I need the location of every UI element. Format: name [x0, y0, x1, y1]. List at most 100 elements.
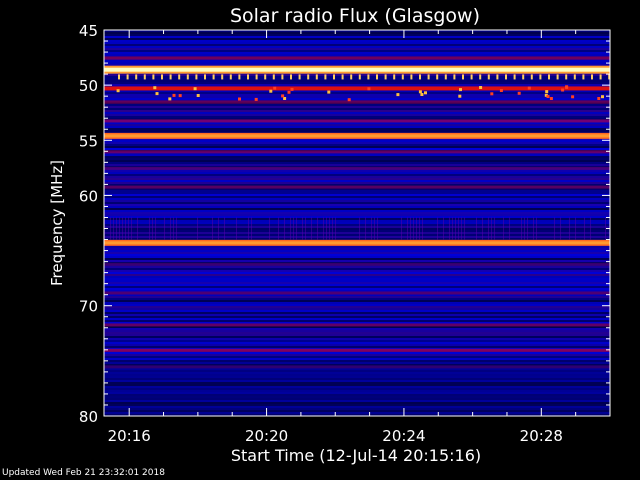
- texture-row: [104, 222, 610, 224]
- texture-row: [104, 252, 610, 254]
- texture-row: [104, 408, 610, 410]
- texture-streak: [116, 217, 117, 240]
- plot-area: [104, 30, 610, 416]
- texture-row: [104, 332, 610, 334]
- texture-streak: [197, 217, 198, 240]
- burst-dot: [153, 86, 157, 90]
- texture-row: [104, 270, 610, 272]
- burst-dot: [499, 89, 503, 92]
- burst-dot: [254, 97, 258, 101]
- burst-dot: [196, 94, 200, 97]
- texture-row: [104, 52, 610, 54]
- periodic-spike: [384, 74, 387, 80]
- y-tick-label: 50: [79, 77, 98, 95]
- periodic-spike: [350, 74, 353, 80]
- periodic-spike: [453, 74, 456, 80]
- periodic-spike: [419, 74, 421, 80]
- burst-dot: [367, 87, 371, 91]
- texture-row: [104, 212, 610, 214]
- texture-streak: [125, 217, 126, 240]
- texture-row: [104, 312, 610, 314]
- texture-row: [104, 394, 610, 396]
- texture-streak: [407, 217, 408, 240]
- texture-streak: [443, 217, 444, 240]
- periodic-spike: [608, 74, 610, 80]
- texture-row: [104, 44, 610, 46]
- texture-row: [104, 402, 610, 404]
- y-axis: 45 50 55 60 70 80: [79, 22, 610, 426]
- burst-dot: [168, 97, 172, 101]
- x-tick-label: 20:24: [382, 427, 425, 445]
- texture-row: [104, 328, 610, 330]
- texture-row: [104, 388, 610, 390]
- texture-row: [104, 334, 610, 336]
- texture-row: [104, 404, 610, 406]
- texture-row: [104, 226, 610, 228]
- texture-row: [104, 46, 610, 48]
- texture-row: [104, 386, 610, 388]
- texture-row: [104, 374, 610, 376]
- texture-streak: [533, 217, 534, 240]
- texture-row: [104, 234, 610, 236]
- texture-row: [104, 306, 610, 308]
- texture-row: [104, 128, 610, 130]
- texture-row: [104, 94, 610, 96]
- texture-row: [104, 380, 610, 382]
- periodic-spike: [178, 74, 181, 80]
- burst-dot: [479, 86, 483, 89]
- periodic-spike: [152, 74, 155, 80]
- texture-row: [104, 110, 610, 112]
- texture-row: [104, 116, 610, 118]
- periodic-spike: [135, 74, 138, 80]
- texture-row: [104, 346, 610, 348]
- texture-streak: [113, 217, 114, 240]
- texture-streak: [311, 217, 312, 240]
- texture-row: [104, 34, 610, 36]
- burst-dot: [281, 94, 285, 98]
- texture-row: [104, 204, 610, 206]
- texture-streak: [317, 217, 318, 240]
- texture-row: [104, 364, 610, 366]
- texture-row: [104, 130, 610, 132]
- texture-row: [104, 170, 610, 172]
- texture-row: [104, 378, 610, 380]
- texture-row: [104, 352, 610, 354]
- periodic-spike: [358, 74, 361, 80]
- texture-row: [104, 36, 610, 38]
- texture-streak: [452, 217, 453, 240]
- texture-row: [104, 412, 610, 414]
- texture-row: [104, 310, 610, 312]
- interference-band: [104, 166, 610, 170]
- interference-band: [104, 100, 610, 104]
- bright-band: [104, 86, 610, 91]
- texture-row: [104, 276, 610, 278]
- texture-row: [104, 184, 610, 186]
- texture-streak: [491, 217, 492, 240]
- burst-dot: [490, 92, 494, 96]
- texture-streak: [371, 217, 372, 240]
- texture-row: [104, 250, 610, 252]
- texture-row: [104, 282, 610, 284]
- texture-streak: [236, 217, 237, 240]
- texture-row: [104, 392, 610, 394]
- texture-row: [104, 106, 610, 108]
- texture-row: [104, 288, 610, 290]
- bright-band: [104, 134, 610, 138]
- burst-dot: [549, 97, 553, 100]
- interference-band: [104, 365, 610, 369]
- texture-row: [104, 144, 610, 146]
- texture-row: [104, 360, 610, 362]
- texture-row: [104, 160, 610, 162]
- texture-row: [104, 126, 610, 128]
- burst-dot: [155, 92, 159, 96]
- texture-streak: [575, 217, 576, 240]
- texture-streak: [365, 217, 366, 240]
- burst-dot: [517, 91, 521, 95]
- periodic-spike: [548, 74, 550, 80]
- interference-band: [104, 150, 610, 154]
- texture-streak: [290, 217, 291, 240]
- texture-row: [104, 406, 610, 408]
- interference-band: [104, 291, 610, 295]
- burst-dot: [459, 88, 462, 92]
